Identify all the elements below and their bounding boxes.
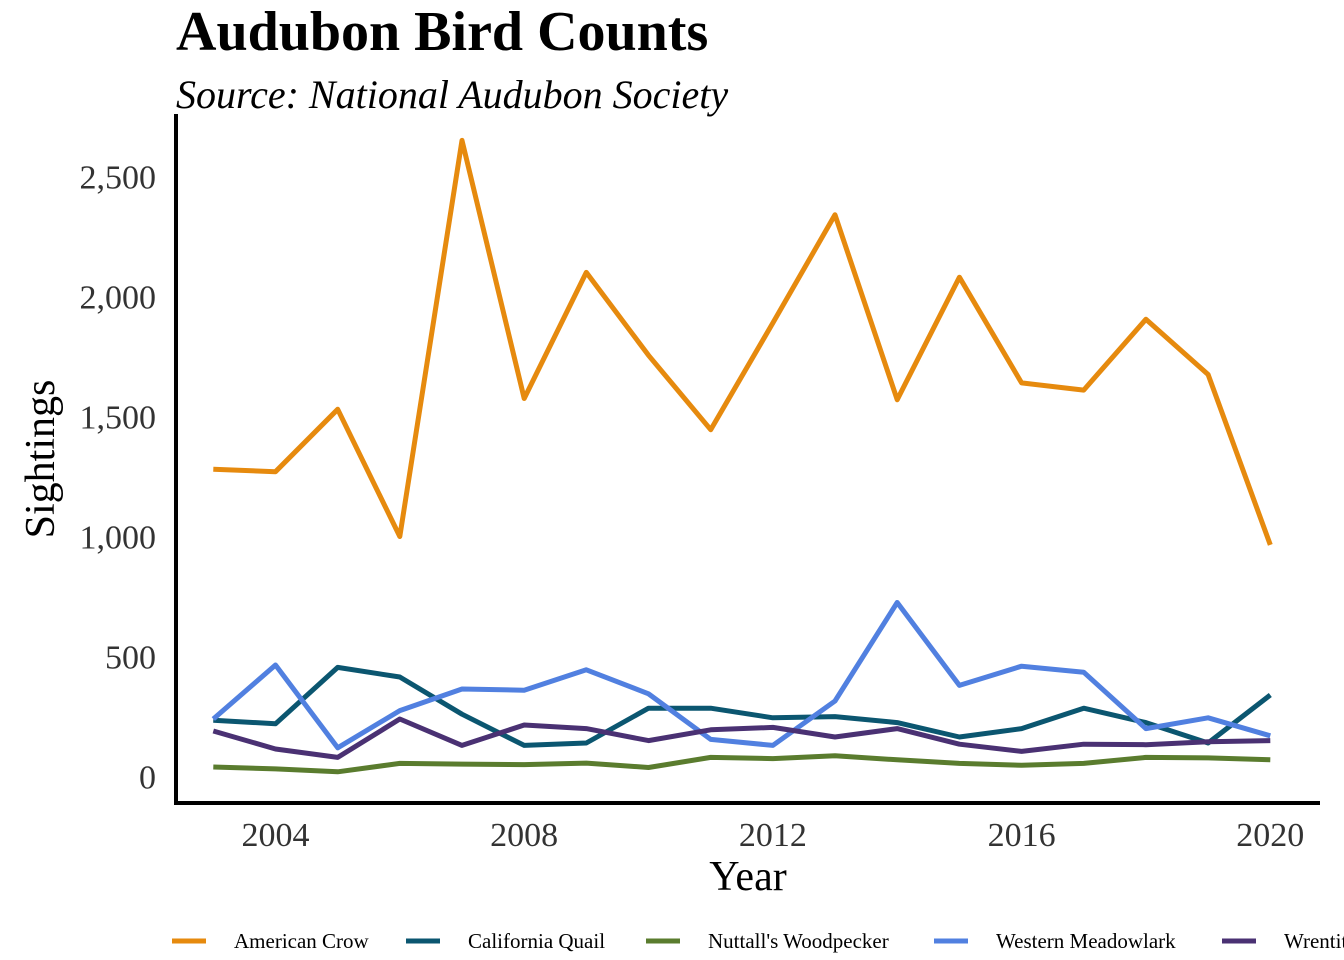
series-line-california-quail bbox=[213, 664, 1272, 748]
legend-item: California Quail bbox=[406, 929, 605, 953]
series-line-wrentit bbox=[212, 716, 1271, 760]
legend-label: Nuttall's Woodpecker bbox=[708, 929, 889, 953]
legend-label: Wrentit bbox=[1284, 929, 1344, 953]
y-tick-label: 0 bbox=[139, 760, 156, 797]
legend-item: American Crow bbox=[172, 929, 370, 953]
x-tick-label: 2012 bbox=[739, 817, 807, 854]
legend-item: Wrentit bbox=[1222, 929, 1344, 953]
x-tick-label: 2020 bbox=[1236, 817, 1304, 854]
legend-label: Western Meadowlark bbox=[996, 929, 1176, 953]
y-tick-label: 1,500 bbox=[80, 399, 157, 436]
plot-area bbox=[211, 137, 1273, 775]
legend-item: Western Meadowlark bbox=[934, 929, 1176, 953]
x-tick-label: 2004 bbox=[241, 817, 309, 854]
y-tick-label: 1,000 bbox=[80, 520, 157, 557]
x-tick-label: 2008 bbox=[490, 817, 558, 854]
series-line-american-crow bbox=[213, 137, 1273, 546]
y-axis-title: Sightings bbox=[18, 380, 64, 539]
chart-subtitle: Source: National Audubon Society bbox=[176, 72, 728, 117]
legend-label: California Quail bbox=[468, 929, 605, 953]
series-line-nuttall-s-woodpecker bbox=[213, 753, 1271, 775]
y-axis-ticks: 0 500 1,000 1,500 2,000 2,500 bbox=[80, 159, 157, 796]
chart-title: Audubon Bird Counts bbox=[176, 1, 708, 63]
y-tick-label: 2,000 bbox=[80, 279, 157, 316]
x-axis-title: Year bbox=[709, 854, 786, 900]
series-line-western-meadowlark bbox=[211, 600, 1271, 751]
y-tick-label: 500 bbox=[105, 640, 156, 677]
y-tick-label: 2,500 bbox=[80, 159, 157, 196]
x-axis-ticks: 2004 2008 2012 2016 2020 bbox=[241, 817, 1304, 854]
legend: American Crow California Quail Nuttall's W… bbox=[172, 929, 1344, 953]
legend-label: American Crow bbox=[234, 929, 370, 953]
x-tick-label: 2016 bbox=[988, 817, 1056, 854]
legend-item: Nuttall's Woodpecker bbox=[646, 929, 889, 953]
